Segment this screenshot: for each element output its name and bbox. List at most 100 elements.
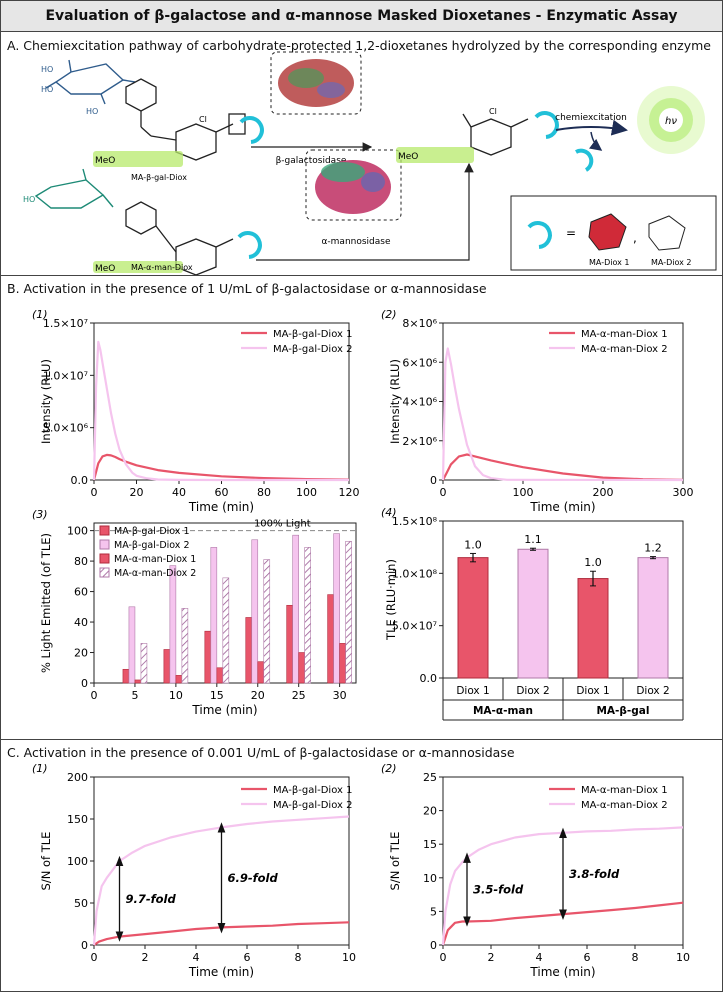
category-label: Diox 2: [516, 685, 549, 697]
y-tick-label: 100: [67, 855, 88, 868]
bar: [339, 643, 346, 684]
legend-label: MA-α-man-Diox 2: [581, 800, 668, 811]
cl-label: Cl: [199, 115, 207, 124]
bar: [257, 661, 265, 684]
section-b-heading: B. Activation in the presence of 1 U/mL …: [7, 281, 487, 296]
y-tick-label: 100: [67, 525, 88, 538]
spiro-cage-top: [239, 116, 264, 144]
x-tick-label: 0: [440, 951, 447, 964]
y-tick-label: 0.0: [420, 672, 438, 685]
y-tick-label: 5.0×10⁷: [392, 620, 437, 633]
reference-label: 100% Light: [254, 519, 311, 530]
y-tick-label: 150: [67, 813, 88, 826]
x-tick-label: 6: [244, 951, 251, 964]
fold-label: 6.9-fold: [228, 871, 279, 885]
equals-sign: =: [566, 226, 576, 240]
y-tick-label: 1.0×10⁷: [43, 369, 88, 382]
x-tick-label: 10: [676, 951, 690, 964]
y-tick-label: 1.0×10⁸: [392, 567, 438, 580]
legend-label: MA-β-gal-Diox 2: [114, 540, 190, 551]
legend-label: MA-β-gal-Diox 1: [114, 526, 190, 537]
x-tick-label: 20: [251, 689, 265, 702]
legend-label: MA-β-gal-Diox 2: [273, 800, 352, 811]
adamantanone-product: [575, 148, 594, 172]
category-label: Diox 1: [576, 685, 609, 697]
bar-value-label: 1.0: [584, 556, 602, 569]
x-tick-label: 10: [169, 689, 183, 702]
series-line: [441, 901, 684, 946]
meo-label: MeO: [95, 264, 115, 274]
y-tick-label: 10: [423, 872, 437, 885]
legend-label: MA-α-man-Diox 2: [114, 568, 196, 579]
x-tick-label: 15: [210, 689, 224, 702]
y-tick-label: 0: [430, 939, 437, 952]
y-axis-label: Intensity (RLU): [388, 359, 402, 444]
series-line: [92, 340, 349, 482]
x-tick-label: 80: [257, 486, 271, 499]
compound-bottom-label: MA-α-man-Diox: [131, 263, 193, 272]
legend-swatch: [99, 539, 110, 550]
y-tick-label: 50: [74, 897, 88, 910]
plot-frame: [442, 776, 684, 946]
section-a: A. Chemiexcitation pathway of carbohydra…: [1, 32, 722, 276]
bar: [140, 643, 148, 684]
fold-label: 3.5-fold: [473, 883, 524, 897]
y-tick-label: 4×10⁶: [402, 396, 437, 409]
y-tick-label: 2×10⁶: [402, 435, 437, 448]
reaction-scheme: HO HO HO Cl MeO MA-β-gal-Diox HO: [23, 51, 717, 276]
y-tick-label: 5.0×10⁶: [43, 422, 89, 435]
y-axis-label: TLE (RLU·min): [384, 559, 398, 641]
x-tick-label: 20: [130, 486, 144, 499]
x-tick-label: 300: [673, 486, 694, 499]
y-axis-label: S/N of TLE: [39, 832, 53, 891]
galactose-structure: [45, 59, 136, 105]
x-tick-label: 2: [488, 951, 495, 964]
series-line: [92, 815, 350, 946]
y-tick-label: 6×10⁶: [402, 356, 437, 369]
y-axis-label: % Light Emitted (of TLE): [39, 533, 53, 673]
legend-swatch: [99, 553, 110, 564]
legend-label: MA-β-gal-Diox 1: [273, 329, 352, 340]
x-tick-label: 10: [342, 951, 356, 964]
bar-value-label: 1.2: [644, 542, 662, 555]
bar: [204, 630, 212, 684]
y-tick-label: 60: [74, 586, 88, 599]
y-tick-label: 0.0: [71, 474, 89, 487]
legend-swatch: [99, 525, 110, 536]
bar: [298, 652, 305, 684]
legend-label: MA-α-man-Diox 1: [581, 329, 668, 340]
panel-label: (2): [381, 308, 397, 321]
enzyme-top-label: β-galactosidase: [276, 156, 347, 166]
x-axis-label: Time (min): [188, 965, 254, 979]
category-label: Diox 2: [636, 685, 669, 697]
bar: [163, 649, 171, 684]
bar: [327, 594, 334, 684]
x-tick-label: 25: [292, 689, 306, 702]
x-tick-label: 0: [91, 486, 98, 499]
series-line: [441, 826, 684, 946]
oxa-cage-icon: [648, 215, 686, 251]
bar: [222, 577, 230, 684]
legend-label: MA-β-gal-Diox 1: [273, 785, 352, 796]
x-tick-label: 8: [295, 951, 302, 964]
series-line: [442, 453, 684, 481]
bar: [216, 667, 224, 684]
y-tick-label: 0: [430, 474, 437, 487]
y-tick-label: 15: [423, 838, 437, 851]
comma-sign: ,: [633, 231, 637, 245]
category-label: Diox 1: [456, 685, 489, 697]
figure-title: Evaluation of β-galactose and α-mannose …: [1, 1, 722, 32]
x-tick-label: 5: [131, 689, 138, 702]
x-axis-label: Time (min): [191, 703, 257, 717]
legend-label: MA-α-man-Diox 2: [581, 344, 668, 355]
y-tick-label: 1.5×10⁸: [392, 515, 438, 528]
bar: [517, 548, 549, 679]
cage-legend-box: [510, 195, 717, 271]
bar: [169, 565, 177, 684]
fold-label: 9.7-fold: [126, 892, 177, 906]
bar: [251, 539, 259, 684]
cl-label: Cl: [489, 107, 497, 116]
section-b: B. Activation in the presence of 1 U/mL …: [1, 275, 722, 740]
